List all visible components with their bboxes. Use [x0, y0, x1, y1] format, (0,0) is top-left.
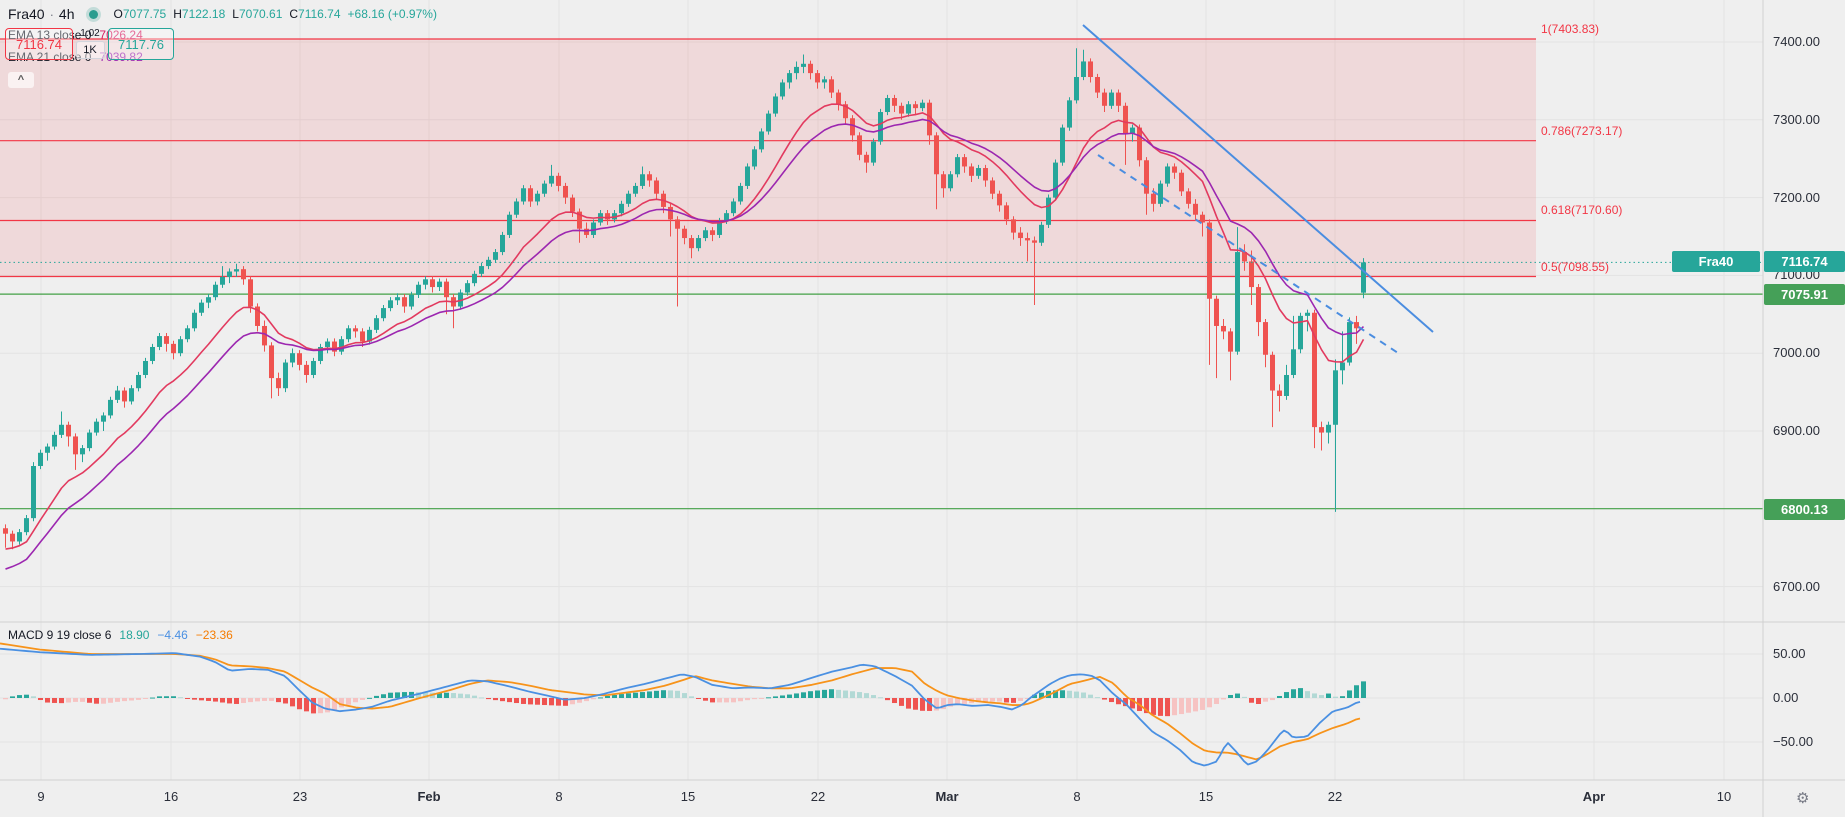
- timeframe-label[interactable]: 4h: [58, 6, 75, 22]
- spread-column: 1.02 1K: [74, 28, 106, 59]
- change-value: +68.16 (+0.97%): [347, 7, 437, 21]
- symbol-legend: Fra40 · 4h O7077.75 H7122.18 L7070.61 C7…: [5, 4, 437, 88]
- low-value: L7070.61: [232, 7, 283, 21]
- macd-signal-value: −23.36: [195, 628, 233, 642]
- ema21-value: 7039.82: [99, 50, 143, 64]
- high-value: H7122.18: [173, 7, 226, 21]
- close-value: C7116.74: [289, 7, 341, 21]
- buy-button[interactable]: 7117.76: [108, 28, 174, 60]
- macd-label: MACD 9 19 close 6: [8, 628, 112, 642]
- spread-value: 1.02: [80, 28, 100, 39]
- sell-button[interactable]: 7116.74: [5, 28, 73, 60]
- quantity-field[interactable]: 1K: [75, 41, 105, 59]
- collapse-legend-button[interactable]: ^: [8, 72, 34, 88]
- ema21-legend-row[interactable]: EMA 21 close 0 7039.82: [8, 46, 437, 68]
- macd-legend-row[interactable]: MACD 9 19 close 6 18.90 −4.46 −23.36: [8, 628, 233, 642]
- symbol-name[interactable]: Fra40: [8, 6, 45, 22]
- title-separator: ·: [49, 6, 54, 22]
- macd-line-value: −4.46: [157, 628, 188, 642]
- market-status-dot-icon[interactable]: [88, 9, 98, 19]
- title-row: Fra40 · 4h O7077.75 H7122.18 L7070.61 C7…: [8, 4, 437, 24]
- ema21-label: EMA 21 close 0: [8, 50, 92, 64]
- open-value: O7077.75: [113, 7, 167, 21]
- macd-hist-value: 18.90: [119, 628, 150, 642]
- ohlc-readout: O7077.75 H7122.18 L7070.61 C7116.74 +68.…: [114, 7, 437, 21]
